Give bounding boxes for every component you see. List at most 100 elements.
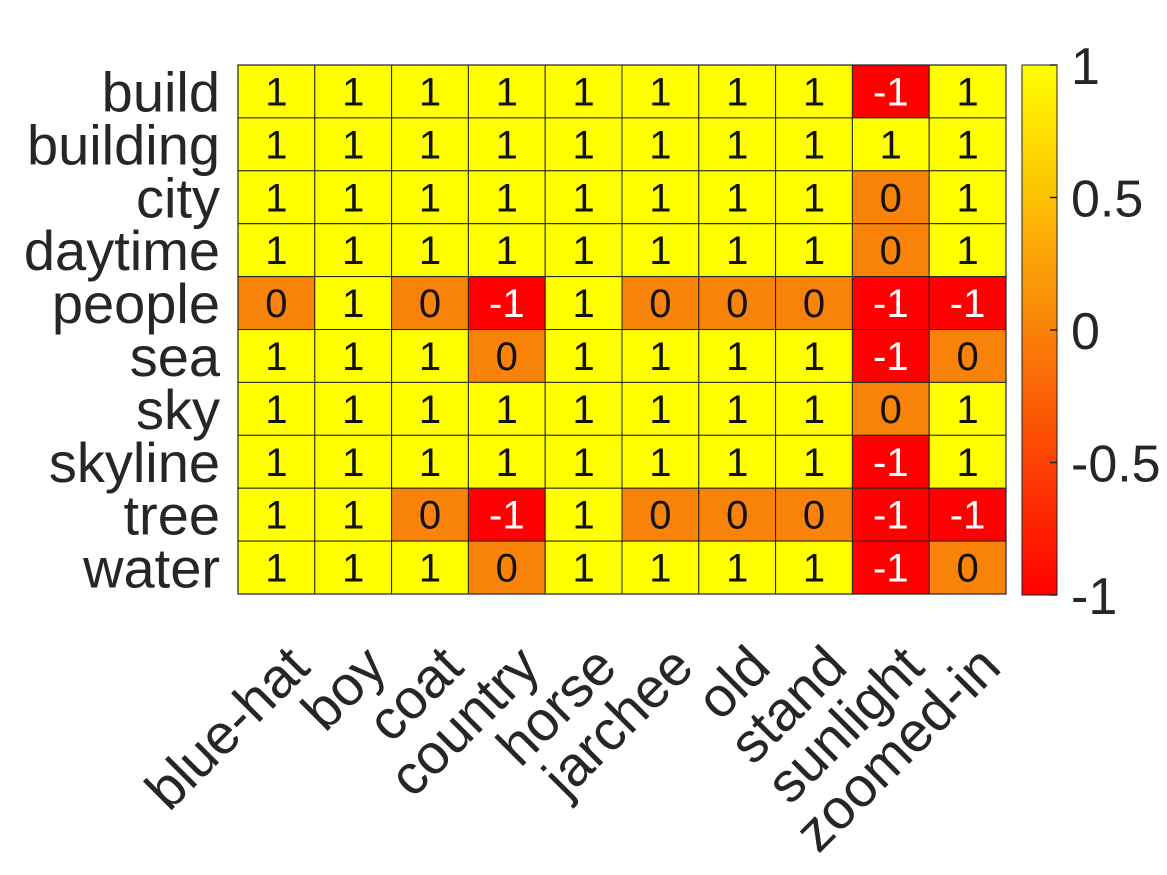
colorbar-tick-label: 0.5	[1071, 171, 1143, 229]
cell-value-label: 1	[265, 229, 287, 273]
heatmap-cell-sky-stand	[775, 381, 853, 436]
cell-value-label: 1	[265, 547, 287, 591]
cell-value-label: 1	[572, 282, 594, 326]
cell-value-label: 1	[572, 123, 594, 167]
cell-value-label: 1	[265, 441, 287, 485]
heatmap-cell-water-old	[698, 540, 777, 595]
heatmap-cell-building-country	[467, 117, 546, 172]
cell-value-label: 1	[419, 441, 441, 485]
row-label-tree: tree	[124, 484, 221, 547]
heatmap-cell-sky-old	[698, 381, 777, 436]
colorbar-tick-label: -0.5	[1071, 436, 1161, 494]
colorbar-tick-label: 0	[1071, 303, 1100, 361]
cell-value-label: 1	[496, 229, 518, 273]
cell-value-label: 1	[803, 335, 825, 379]
cell-value-label: 1	[342, 494, 364, 538]
cell-value-label: 1	[342, 229, 364, 273]
colorbar-tick-label: 1	[1071, 38, 1100, 96]
cell-value-label: -1	[873, 494, 909, 538]
heatmap-cell-city-old	[698, 170, 777, 225]
cell-value-label: 0	[419, 282, 441, 326]
heatmap-cell-building-old	[698, 117, 777, 172]
heatmap-cell-water-sunlight	[851, 540, 930, 595]
heatmap-cell-building-jarchee	[621, 117, 700, 172]
cell-value-label: 1	[419, 123, 441, 167]
heatmap-cell-labels: 1 1 1 1 1 1 1 1 -1 1 1 1 1 1 1 1 1 1 1 1 1 1 1 1 1 1 1 1 0 1 1 1 1 1 1 1 1 1 0…	[265, 70, 985, 590]
cell-value-label: 1	[803, 70, 825, 114]
heatmap-cell-tree-old	[698, 487, 777, 542]
cell-value-label: 0	[880, 229, 902, 273]
cell-value-label: 1	[803, 547, 825, 591]
cell-value-label: -1	[950, 282, 986, 326]
cell-value-label: 1	[726, 335, 748, 379]
heatmap-cell-sea-country	[467, 329, 546, 383]
cell-value-label: 1	[649, 441, 671, 485]
cell-value-label: 1	[649, 123, 671, 167]
cell-value-label: 1	[265, 176, 287, 220]
heatmap-cell-tree-stand	[775, 487, 853, 542]
cell-value-label: 1	[880, 123, 902, 167]
heatmap-cell-sea-blue-hat	[237, 329, 316, 383]
cell-value-label: 1	[649, 70, 671, 114]
row-label-sky: sky	[136, 378, 220, 441]
cell-value-label: 1	[572, 176, 594, 220]
column-label-blue-hat: blue-hat	[133, 633, 321, 821]
heatmap-cell-water-zoomed-in	[928, 540, 1007, 595]
cell-value-label: 1	[956, 229, 978, 273]
heatmap-cell-building-stand	[775, 117, 853, 172]
heatmap-cell-city-coat	[391, 170, 469, 225]
heatmap-cell-city-horse	[544, 170, 623, 225]
row-labels: buildbuildingcitydaytimepeopleseaskyskyl…	[24, 60, 221, 599]
heatmap-cell-building-boy	[314, 117, 393, 172]
cell-value-label: 1	[419, 229, 441, 273]
heatmap-cell-skyline-country	[467, 434, 546, 489]
cell-value-label: 1	[649, 388, 671, 432]
heatmap-cell-skyline-jarchee	[621, 434, 700, 489]
cell-value-label: 1	[265, 335, 287, 379]
cell-value-label: 1	[265, 123, 287, 167]
cell-value-label: 1	[803, 123, 825, 167]
heatmap-cell-build-country	[467, 64, 546, 119]
heatmap-cell-people-zoomed-in	[928, 276, 1007, 331]
cell-value-label: 0	[649, 494, 671, 538]
heatmap-cell-build-stand	[775, 64, 853, 119]
cell-value-label: 1	[726, 229, 748, 273]
cell-value-label: 0	[956, 547, 978, 591]
heatmap-cell-daytime-blue-hat	[237, 223, 316, 278]
heatmap-cell-people-jarchee	[621, 276, 700, 331]
cell-value-label: 0	[496, 547, 518, 591]
cell-value-label: 1	[803, 388, 825, 432]
cell-value-label: 0	[880, 388, 902, 432]
colorbar: 1 0.5 0 -0.5 -1	[1021, 38, 1161, 626]
cell-value-label: 1	[572, 441, 594, 485]
cell-value-label: 1	[649, 335, 671, 379]
heatmap-cell-city-blue-hat	[237, 170, 316, 225]
heatmap-cell-people-horse	[544, 276, 623, 331]
cell-value-label: 1	[419, 547, 441, 591]
heatmap-cell-water-jarchee	[621, 540, 700, 595]
heatmap-cell-sky-blue-hat	[237, 381, 316, 436]
cell-value-label: 1	[265, 70, 287, 114]
heatmap-cell-sky-country	[467, 381, 546, 436]
cell-value-label: 1	[803, 441, 825, 485]
cell-value-label: 1	[726, 547, 748, 591]
cell-value-label: 1	[496, 70, 518, 114]
cell-value-label: 1	[342, 547, 364, 591]
row-label-daytime: daytime	[24, 219, 220, 282]
row-label-city: city	[136, 166, 220, 229]
heatmap-cell-building-sunlight	[851, 117, 930, 172]
cell-value-label: 1	[419, 176, 441, 220]
cell-value-label: -1	[950, 494, 986, 538]
cell-value-label: 1	[726, 388, 748, 432]
heatmap-cell-daytime-sunlight	[851, 223, 930, 278]
heatmap-cell-sky-jarchee	[621, 381, 700, 436]
heatmap-cell-city-sunlight	[851, 170, 930, 225]
cell-value-label: 0	[956, 335, 978, 379]
cell-value-label: -1	[873, 547, 909, 591]
cell-value-label: 0	[419, 494, 441, 538]
heatmap-cell-daytime-jarchee	[621, 223, 700, 278]
heatmap-cells	[237, 64, 1007, 595]
heatmap-cell-tree-country	[467, 487, 546, 542]
cell-value-label: 1	[726, 176, 748, 220]
